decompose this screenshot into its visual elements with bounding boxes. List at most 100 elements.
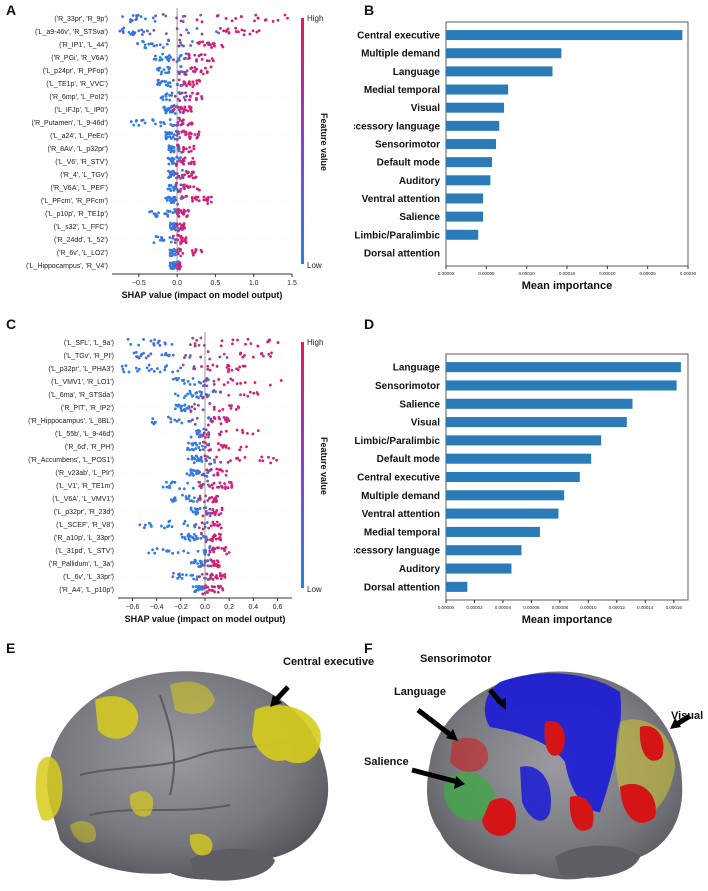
shap-dot [176,212,180,215]
shap-dot [206,499,210,502]
shap-dot [135,14,139,18]
shap-dot [208,544,212,548]
shap-dot [194,195,198,199]
shap-dot [239,381,243,385]
shap-dot [186,123,190,127]
shap-dot [195,338,199,342]
shap-dot [180,239,184,243]
shap-dot [181,573,184,577]
shap-dot [189,106,193,110]
shap-dot [179,123,183,127]
shap-dot [166,187,170,191]
shap-dot [220,577,223,580]
shap-dot [162,68,166,72]
x-tick-label: 0.00014 [637,605,654,610]
feature-label: ('L_SCEF', 'R_V8') [56,522,114,529]
shap-dot [186,392,190,396]
shap-dot [215,574,218,577]
bar [446,563,512,574]
shap-dot [147,42,151,46]
shap-dot [234,408,238,411]
shap-dot [271,19,275,23]
shap-dot [218,409,221,413]
shap-dot [183,536,186,539]
shap-dot [193,367,197,371]
shap-dot [238,448,242,452]
shap-dot [196,195,200,199]
shap-dot [169,123,173,126]
shap-dot [227,370,230,373]
shap-dot [178,136,182,139]
shap-dot [192,448,195,452]
shap-dot [194,248,198,252]
shap-dot [184,495,188,498]
shap-dot [176,551,180,554]
language-region [450,737,489,772]
shap-dot [213,417,217,420]
shap-dot [137,343,141,347]
shap-dot [219,584,222,588]
feature-label: ('R_A4', 'L_p10p') [59,587,114,594]
shap-dot [142,526,146,530]
shap-dot [186,481,190,485]
shap-dot [219,390,223,394]
sulcus-line [89,804,231,816]
shap-dot [155,43,159,47]
shap-dot [141,39,144,43]
shap-dot [177,91,181,94]
shap-dot [279,379,283,382]
shap-dot [140,28,144,32]
shap-dot [202,472,206,476]
shap-dot [261,459,265,463]
shap-dot [163,365,167,369]
shap-dot [193,53,197,57]
shap-dot [129,120,133,123]
shap-dot [189,343,192,347]
shap-dot [196,432,199,436]
x-axis-label: Mean importance [522,280,612,292]
shap-dot [163,342,167,346]
shap-dot [177,116,181,120]
category-label: Multiple demand [361,491,440,502]
shap-dot [206,455,209,459]
shap-dot [173,418,177,422]
shap-dot [179,41,182,45]
shap-dot [184,52,188,56]
feature-label: ('R_PGi', 'R_V6A') [51,55,108,62]
shap-dot [186,551,190,555]
shap-dot [253,381,257,384]
shap-dot [169,183,173,187]
shap-dot [209,65,213,69]
category-label: Ventral attention [362,194,440,205]
shap-dot [176,394,180,398]
category-label: Salience [399,399,440,410]
shap-dot [199,381,203,385]
shap-dot [179,209,183,213]
shap-dot [205,572,209,576]
shap-dot [204,535,208,539]
shap-dot [136,369,139,373]
shap-dot [191,376,195,380]
shap-dot [206,591,209,594]
shap-dot [172,499,176,503]
category-label: Salience [399,212,440,223]
shap-dot [190,195,194,199]
shap-dot [227,31,231,34]
shap-dot [182,44,185,48]
shap-dot [207,526,211,530]
shap-dot [147,551,151,555]
shap-dot [227,367,231,371]
shap-dot [196,187,200,191]
shap-dot [183,403,187,407]
x-tick-label: 0.00030 [680,271,697,276]
shap-dot [197,133,201,137]
feature-label: ('L_p24pr', 'R_PFop') [43,68,108,75]
shap-dot [158,239,162,242]
shap-dot [200,32,204,36]
shap-dot [137,367,141,371]
shap-dot [283,13,287,17]
shap-dot [248,32,252,36]
shap-dot [171,170,174,173]
bar [446,48,562,59]
shap-dot [191,468,195,472]
